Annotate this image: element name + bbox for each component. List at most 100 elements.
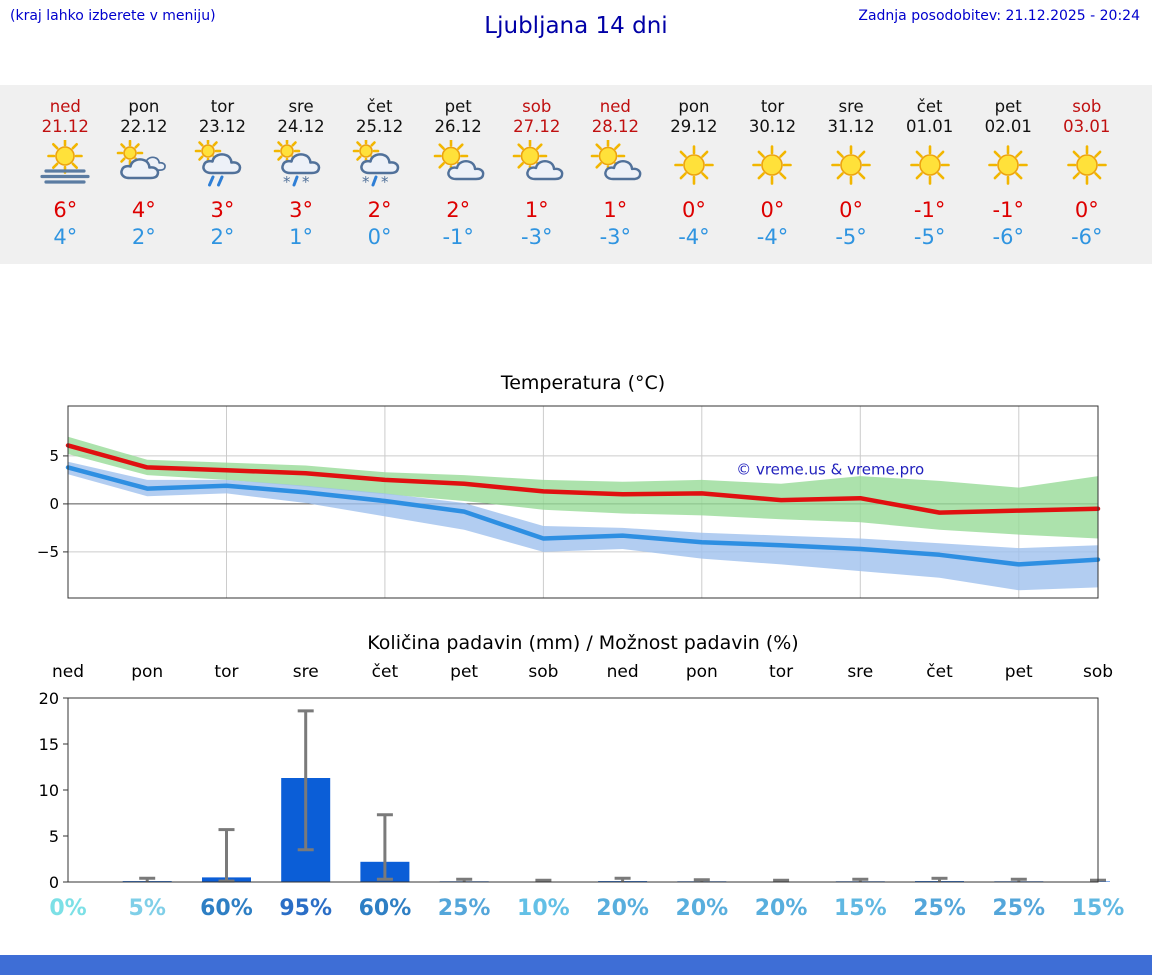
day-name: tor [210, 97, 235, 116]
sunny-icon [969, 140, 1048, 194]
temp-min: -1° [442, 225, 474, 249]
precip-day-label: tor [214, 662, 239, 682]
partly-sunny-icon [419, 140, 498, 194]
day-date: 31.12 [827, 117, 875, 136]
partly-sunny-icon [497, 140, 576, 194]
forecast-day-column[interactable]: tor 23.12 3° 2° [183, 97, 262, 250]
precip-day-label: tor [769, 662, 794, 682]
temp-max: 3° [289, 198, 313, 222]
forecast-day-column[interactable]: ned 28.12 1° -3° [576, 97, 655, 250]
precip-percent-label: 25% [913, 896, 966, 921]
precip-percent-label: 25% [437, 896, 491, 921]
day-date: 24.12 [277, 117, 325, 136]
forecast-day-column[interactable]: čet 01.01 -1° -5° [890, 97, 969, 250]
temp-min: -6° [1071, 225, 1103, 249]
day-date: 28.12 [591, 117, 639, 136]
svg-text:*: * [302, 173, 310, 190]
forecast-day-column[interactable]: ned 21.12 6° 4° [26, 97, 105, 250]
temp-max: 4° [131, 198, 156, 222]
precip-day-label: pon [131, 662, 164, 682]
sunny-icon [733, 140, 812, 194]
svg-text:−5: −5 [37, 543, 59, 561]
temperature-chart-area: 5 0 −5 © vreme.us & vreme.pro [20, 402, 1152, 602]
svg-text:20: 20 [39, 692, 59, 708]
day-name: pon [128, 97, 160, 116]
day-name: pet [444, 97, 472, 116]
precip-percent-label: 25% [992, 896, 1046, 921]
sleet-icon: * * [262, 140, 341, 194]
precip-percent-label: 10% [517, 896, 570, 921]
day-date: 29.12 [670, 117, 718, 136]
precip-day-label: čet [371, 662, 399, 682]
svg-text:*: * [362, 173, 370, 190]
svg-text:15: 15 [39, 735, 59, 754]
svg-text:*: * [381, 173, 389, 190]
temp-min: 2° [131, 225, 156, 249]
temp-max: 0° [839, 198, 863, 222]
precip-chart-title: Količina padavin (mm) / Možnost padavin … [367, 632, 799, 654]
temp-min: -5° [835, 225, 867, 249]
precip-day-label: sre [292, 662, 319, 682]
day-name: ned [599, 97, 631, 116]
temp-max: 0° [760, 198, 785, 222]
sleet-icon: * * [340, 140, 419, 194]
temp-min: -5° [913, 225, 946, 249]
precip-chart-area: 0 5 10 15 20 [20, 692, 1152, 888]
temp-min: -4° [756, 225, 789, 249]
day-name: pon [678, 97, 710, 116]
forecast-day-column[interactable]: čet 25.12 * * 2° 0° [340, 97, 419, 250]
temp-min: 1° [289, 225, 313, 249]
footer-bar [0, 955, 1152, 975]
forecast-day-column[interactable]: pon 22.12 4° 2° [105, 97, 184, 250]
forecast-day-column[interactable]: sob 03.01 0° -6° [1048, 97, 1127, 250]
forecast-day-column[interactable]: tor 30.12 0° -4° [733, 97, 812, 250]
day-name: sre [838, 97, 864, 116]
precip-percent-label: 0% [49, 896, 87, 921]
day-name: čet [916, 97, 943, 116]
sunny-icon [1048, 140, 1127, 194]
precip-day-label: sre [847, 662, 874, 682]
day-date: 23.12 [198, 117, 247, 136]
precip-day-label: ned [51, 662, 85, 682]
svg-text:© vreme.us & vreme.pro: © vreme.us & vreme.pro [736, 460, 924, 478]
precip-day-labels: ned pon tor sre čet pet sob ned pon tor sre čet pet s… [52, 660, 1113, 684]
precip-day-label: sob [528, 662, 559, 682]
svg-text:0: 0 [49, 495, 59, 513]
forecast-day-column[interactable]: sob 27.12 1° -3° [497, 97, 576, 250]
temp-min: -4° [678, 225, 710, 249]
temperature-chart: 5 0 −5 © vreme.us & vreme.pro [37, 405, 1101, 599]
day-date: 21.12 [41, 117, 89, 136]
day-date: 01.01 [906, 117, 954, 136]
precip-percent-label: 5% [128, 896, 166, 921]
temp-min: -3° [599, 225, 632, 249]
precip-percent-label: 95% [279, 896, 333, 921]
precip-day-label: pon [685, 662, 718, 682]
day-name: sre [288, 97, 314, 116]
day-name: sob [1072, 97, 1102, 116]
day-name: pet [994, 97, 1022, 116]
rain-icon [183, 140, 262, 194]
svg-text:5: 5 [49, 447, 59, 465]
forecast-day-column[interactable]: pet 02.01 -1° -6° [969, 97, 1048, 250]
forecast-day-column[interactable]: sre 31.12 0° -5° [812, 97, 891, 250]
fog-sun-icon [26, 140, 105, 194]
temp-max: 0° [681, 198, 706, 222]
precip-day-label: ned [606, 662, 639, 682]
precip-percent-label: 20% [596, 896, 649, 921]
forecast-day-column[interactable]: pet 26.12 2° -1° [419, 97, 498, 250]
precip-day-label: čet [926, 662, 953, 682]
forecast-day-column[interactable]: sre 24.12 * * 3° 1° [262, 97, 341, 250]
temp-max: 2° [367, 198, 392, 222]
temp-max: -1° [913, 198, 946, 222]
temp-max: 3° [210, 198, 235, 222]
svg-text:10: 10 [39, 781, 59, 800]
day-date: 03.01 [1063, 117, 1111, 136]
precip-percent-label: 60% [200, 896, 253, 921]
header: (kraj lahko izberete v meniju) Ljubljana… [0, 0, 1152, 85]
forecast-day-column[interactable]: pon 29.12 0° -4° [655, 97, 734, 250]
temp-max: -1° [992, 198, 1024, 222]
precipitation-chart: 0 5 10 15 20 [39, 692, 1110, 888]
precip-percent-label: 15% [833, 896, 887, 921]
temp-max: 0° [1074, 198, 1099, 222]
location-menu-hint: (kraj lahko izberete v meniju) [10, 8, 216, 24]
